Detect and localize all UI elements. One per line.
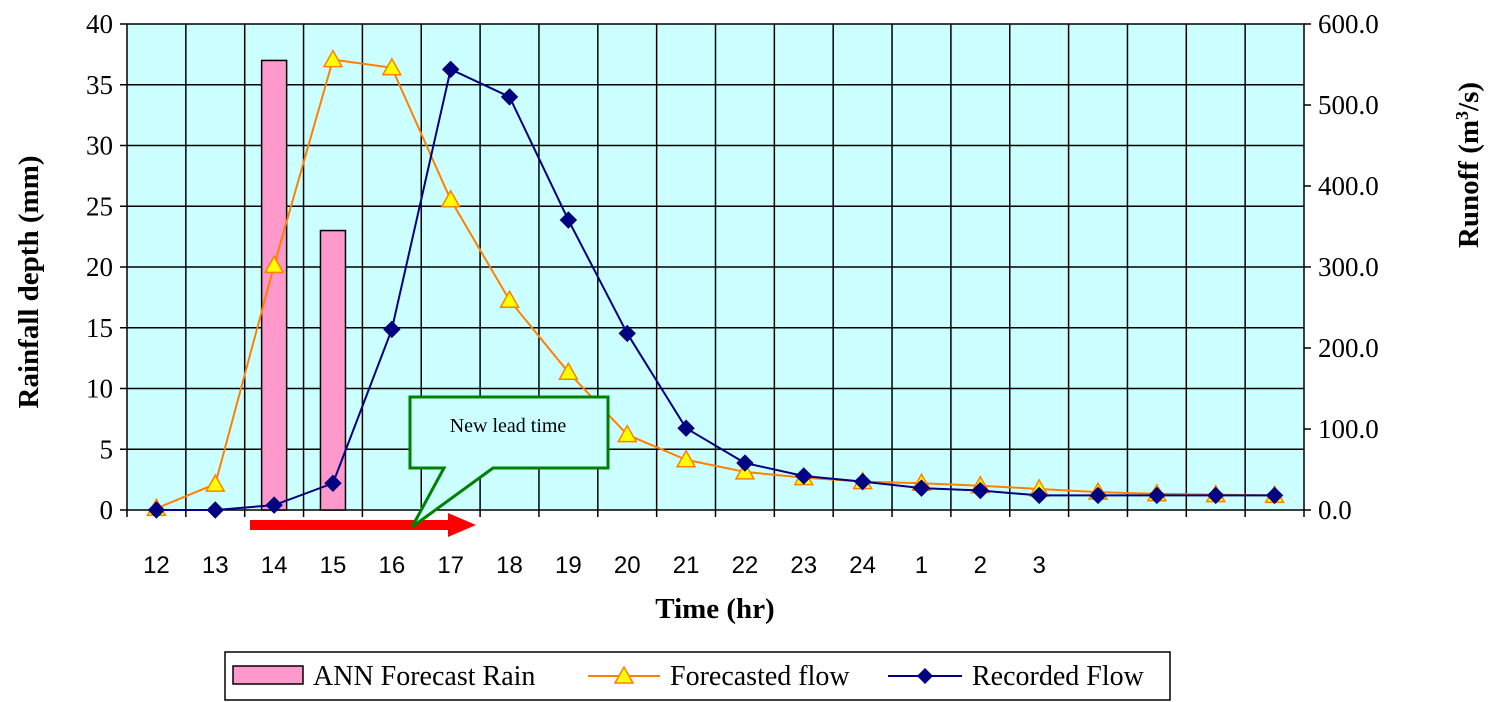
x-tick-label: 22 [732, 552, 759, 579]
x-tick-label: 19 [555, 552, 582, 579]
x-tick-labels: 12 13 14 15 16 17 18 19 20 21 22 23 24 1 2 3 [126, 510, 1305, 579]
recorded-flow-point [971, 481, 990, 500]
recorded-flow-point [206, 501, 224, 519]
right-axis: 0.0 100.0 200.0 300.0 400.0 500.0 600.0 [1304, 9, 1379, 525]
forecast-flow-point [616, 424, 638, 443]
y-right-tick-label: 200.0 [1318, 333, 1379, 363]
recorded-flow-point [795, 467, 813, 485]
y-left-tick-label: 35 [86, 70, 113, 100]
y-left-tick-label: 40 [86, 9, 113, 39]
legend-swatch-recorded-marker [917, 668, 933, 684]
legend: ANN Forecast Rain Forecasted flow Record… [224, 651, 1171, 701]
recorded-flow-point [324, 474, 342, 492]
recorded-flow-point [500, 88, 519, 106]
recorded-flow-point [559, 211, 578, 229]
forecast-flow-point [558, 361, 579, 381]
recorded-flow-line [156, 67, 1275, 511]
rain-bar [260, 59, 288, 511]
forecast-flow-point [440, 189, 461, 208]
x-tick-label: 15 [320, 552, 347, 579]
legend-label-rain: ANN Forecast Rain [313, 661, 535, 692]
y-right-tick-label: 100.0 [1318, 414, 1379, 444]
x-tick-label: 17 [437, 552, 464, 579]
recorded-flow-point [1207, 486, 1225, 505]
legend-box [224, 651, 1171, 701]
y-axis-right-title-suffix: /s) [1453, 82, 1485, 112]
y-right-tick-label: 0.0 [1318, 495, 1352, 525]
legend-label-forecast: Forecasted flow [670, 661, 850, 692]
x-axis-title: Time (hr) [655, 593, 774, 625]
legend-label-recorded: Recorded Flow [972, 661, 1145, 692]
x-tick-label: 24 [849, 552, 876, 579]
left-axis: 0 5 10 15 20 25 30 35 40 [86, 9, 127, 525]
y-axis-right-title-sup: 3 [1452, 111, 1472, 120]
recorded-flow-point [147, 501, 166, 519]
x-tick-label: 16 [378, 552, 405, 579]
x-tick-label: 14 [261, 552, 288, 579]
recorded-flow-point [383, 320, 401, 339]
y-left-tick-label: 25 [86, 191, 113, 221]
recorded-flow-point [1089, 486, 1107, 505]
y-right-tick-label: 500.0 [1318, 90, 1379, 120]
recorded-flow-point [677, 419, 695, 437]
x-tick-label: 21 [673, 552, 700, 579]
recorded-flow-point [1030, 486, 1048, 505]
x-tick-label: 3 [1032, 552, 1045, 579]
recorded-flow-point [1265, 486, 1284, 505]
y-axis-right-title-main: Runoff (m [1453, 120, 1485, 248]
x-tick-label: 13 [202, 552, 229, 579]
y-axis-left-title: Rainfall depth (mm) [13, 156, 45, 409]
y-left-tick-label: 10 [86, 374, 113, 404]
forecast-flow-line [156, 58, 1275, 510]
x-tick-label: 12 [143, 552, 170, 579]
forecast-flow-point [499, 289, 520, 308]
x-tick-label: 2 [974, 552, 987, 579]
y-left-tick-label: 20 [86, 252, 113, 282]
y-left-tick-label: 0 [100, 495, 114, 525]
forecast-flow-point [675, 449, 697, 468]
forecast-flow-point [381, 57, 403, 76]
y-right-tick-label: 600.0 [1318, 9, 1379, 39]
legend-swatch-rain [232, 665, 304, 685]
forecast-flow-point [322, 49, 344, 68]
legend-swatch-forecast-marker [613, 665, 635, 684]
rain-bar [319, 229, 347, 511]
flow-lines [146, 49, 1285, 519]
recorded-flow-point [265, 496, 283, 514]
callout-label: New lead time [450, 415, 567, 437]
x-tick-label: 20 [614, 552, 641, 579]
y-left-tick-label: 15 [86, 313, 113, 343]
forecast-flow-point [263, 254, 285, 274]
y-right-tick-label: 300.0 [1318, 252, 1379, 282]
grid [127, 24, 1304, 510]
recorded-flow-point [853, 472, 872, 491]
lead-time-arrow [250, 513, 476, 537]
forecast-flow-point [204, 473, 226, 492]
lead-time-callout: New lead time [408, 395, 610, 529]
x-tick-label: 23 [790, 552, 817, 579]
y-right-tick-label: 400.0 [1318, 171, 1379, 201]
recorded-flow-point [1148, 486, 1166, 505]
y-axis-right-title: Runoff (m3/s) [1452, 82, 1485, 248]
recorded-flow-point [736, 454, 754, 472]
y-left-tick-label: 5 [100, 434, 114, 464]
recorded-flow-point [441, 60, 460, 79]
recorded-flow-point [912, 479, 931, 497]
y-left-tick-label: 30 [86, 131, 113, 161]
recorded-flow-point [618, 324, 636, 343]
x-tick-label: 18 [496, 552, 523, 579]
x-tick-label: 1 [915, 552, 928, 579]
